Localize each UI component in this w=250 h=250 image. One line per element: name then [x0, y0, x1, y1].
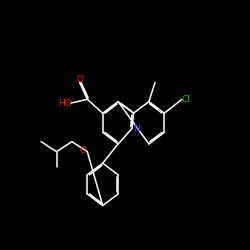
Text: O: O [80, 146, 86, 155]
Text: HO: HO [58, 99, 72, 108]
Text: O: O [76, 75, 83, 84]
Text: Cl: Cl [182, 95, 191, 104]
Text: N: N [133, 124, 140, 133]
